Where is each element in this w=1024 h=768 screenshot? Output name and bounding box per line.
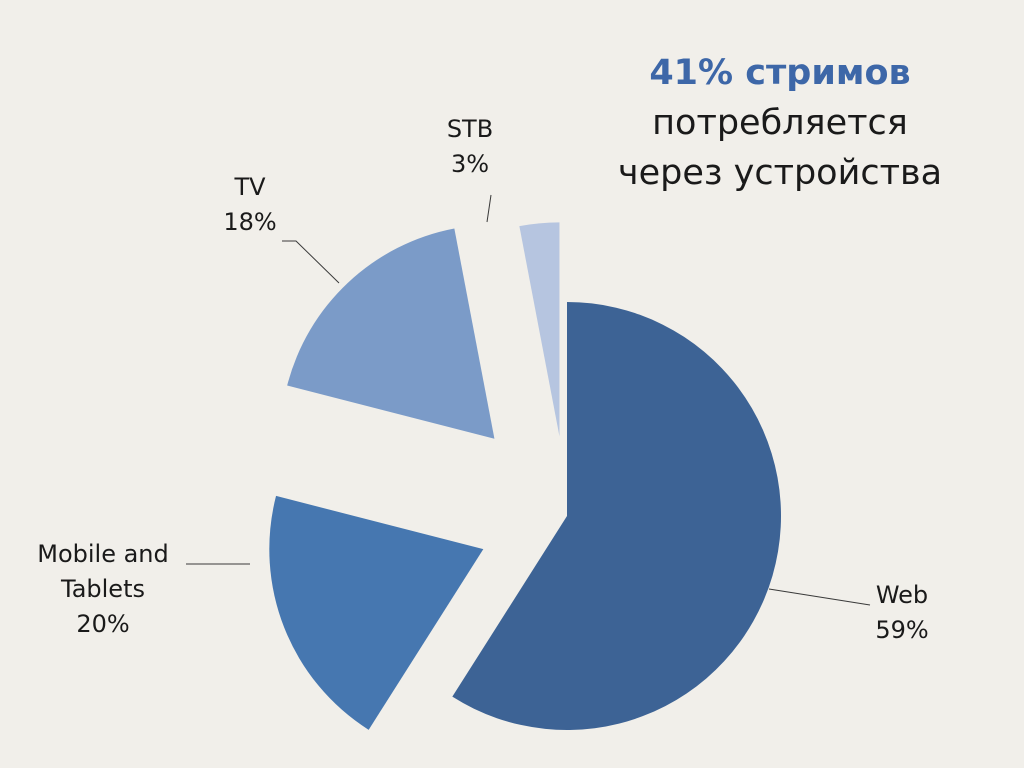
headline: 41% стримов потребляется через устройств…: [560, 48, 1000, 198]
pie-slice-stb: [519, 222, 560, 437]
slice-label-stb-name: STB: [446, 115, 494, 143]
leader-line-tv: [282, 240, 340, 284]
leader-lines: [186, 194, 871, 606]
leader-line-stb: [486, 194, 492, 223]
slice-label-mobile-name-line-1: Mobile and: [37, 540, 169, 568]
slice-label-tv-value: 18%: [223, 208, 277, 236]
headline-line-2: через устройства: [617, 153, 943, 193]
slice-label-mobile-name-line-2: Tablets: [61, 575, 145, 603]
slice-label-stb: STB 3%: [425, 112, 515, 182]
slice-label-web: Web 59%: [852, 578, 952, 648]
headline-accent: 41% стримов: [649, 53, 911, 93]
slice-label-web-name: Web: [875, 581, 929, 609]
slice-label-tv-name: TV: [234, 173, 266, 201]
pie-slices: [269, 222, 781, 730]
pie-slice-mobile: [269, 495, 484, 730]
slice-label-stb-value: 3%: [450, 150, 490, 178]
leader-line-web: [768, 588, 871, 606]
slice-label-mobile-value: 20%: [76, 610, 130, 638]
slice-label-tv: TV 18%: [200, 170, 300, 240]
pie-slice-web: [452, 302, 781, 730]
pie-slice-tv: [287, 228, 495, 439]
slice-label-web-value: 59%: [875, 616, 929, 644]
slice-label-mobile: Mobile and Tablets 20%: [18, 537, 188, 642]
headline-line-1: потребляется: [652, 103, 908, 143]
